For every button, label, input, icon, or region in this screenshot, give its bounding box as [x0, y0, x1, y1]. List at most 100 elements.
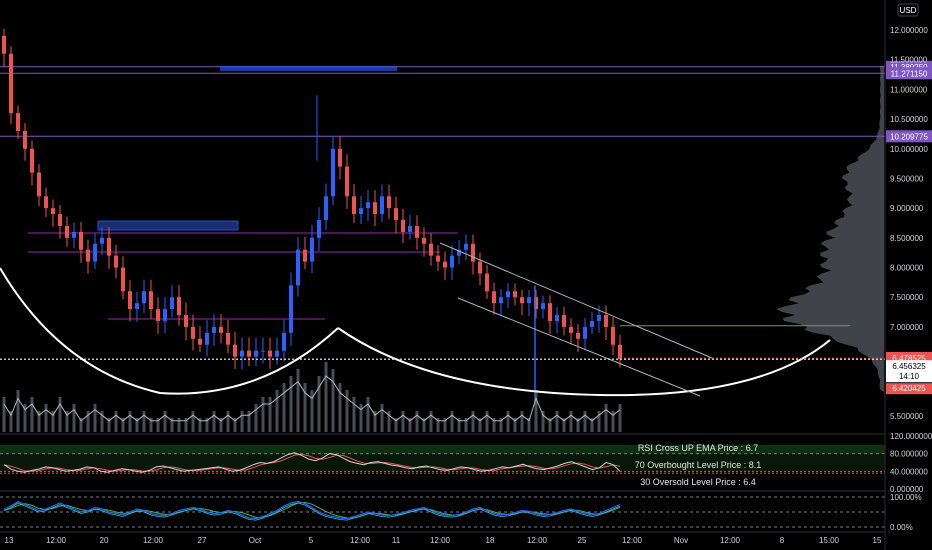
- candle-body[interactable]: [492, 291, 496, 304]
- candle-body[interactable]: [499, 297, 503, 304]
- candle-body[interactable]: [310, 237, 314, 262]
- stochastic-pane[interactable]: [0, 490, 885, 528]
- candle-body[interactable]: [464, 243, 468, 250]
- candle-body[interactable]: [569, 326, 573, 333]
- candle-body[interactable]: [527, 297, 531, 304]
- candle-body[interactable]: [114, 255, 118, 268]
- candle-body[interactable]: [23, 130, 27, 149]
- candle-body[interactable]: [65, 225, 69, 238]
- candle-body[interactable]: [583, 326, 587, 339]
- rsi-pane[interactable]: [0, 433, 885, 474]
- candle-body[interactable]: [485, 273, 489, 292]
- candle-body[interactable]: [345, 166, 349, 197]
- candle-body[interactable]: [422, 237, 426, 244]
- candle-body[interactable]: [275, 350, 279, 357]
- candle-body[interactable]: [16, 113, 20, 131]
- candle-body[interactable]: [254, 350, 258, 357]
- candle-body[interactable]: [198, 338, 202, 345]
- candle-body[interactable]: [317, 220, 321, 238]
- zone-box[interactable]: [220, 66, 397, 71]
- candle-body[interactable]: [135, 303, 139, 310]
- candle-body[interactable]: [303, 249, 307, 262]
- candle-body[interactable]: [86, 249, 90, 262]
- candle-body[interactable]: [352, 196, 356, 215]
- candle-body[interactable]: [163, 309, 167, 321]
- candle-body[interactable]: [478, 261, 482, 274]
- candle-body[interactable]: [520, 297, 524, 304]
- candle-body[interactable]: [604, 315, 608, 327]
- candle-body[interactable]: [184, 315, 188, 327]
- candle-body[interactable]: [30, 148, 34, 173]
- bid-badge[interactable]: [886, 351, 932, 363]
- price-axis[interactable]: 11.38025011.27115010.20977512.00000011.5…: [884, 0, 932, 550]
- candle-body[interactable]: [37, 172, 41, 197]
- zone-box[interactable]: [97, 220, 239, 231]
- candle-body[interactable]: [436, 255, 440, 262]
- candle-body[interactable]: [79, 231, 83, 250]
- candle-body[interactable]: [359, 208, 363, 215]
- candle-body[interactable]: [128, 291, 132, 310]
- candle-body[interactable]: [597, 315, 601, 321]
- candle-body[interactable]: [233, 344, 237, 357]
- candle-body[interactable]: [121, 267, 125, 292]
- candle-body[interactable]: [296, 249, 300, 286]
- candle-body[interactable]: [401, 220, 405, 232]
- candle-body[interactable]: [240, 350, 244, 357]
- price-level-badge[interactable]: [886, 130, 932, 143]
- candle-body[interactable]: [443, 261, 447, 268]
- candle-body[interactable]: [170, 297, 174, 310]
- candle-body[interactable]: [282, 332, 286, 351]
- candle-body[interactable]: [562, 315, 566, 327]
- candle-body[interactable]: [548, 303, 552, 321]
- candle-body[interactable]: [100, 237, 104, 244]
- candle-body[interactable]: [394, 208, 398, 221]
- candle-body[interactable]: [149, 291, 153, 310]
- candle-body[interactable]: [429, 243, 433, 256]
- candle-body[interactable]: [205, 332, 209, 345]
- candle-body[interactable]: [107, 237, 111, 256]
- candle-body[interactable]: [380, 196, 384, 215]
- candle-body[interactable]: [261, 350, 265, 352]
- candle-body[interactable]: [156, 309, 160, 321]
- price-level-badge[interactable]: [886, 67, 932, 80]
- channel-line-lower[interactable]: [457, 297, 701, 397]
- candle-body[interactable]: [212, 326, 216, 333]
- last-price-badge[interactable]: [886, 360, 932, 383]
- candle-body[interactable]: [191, 326, 195, 339]
- candle-body[interactable]: [611, 326, 615, 345]
- candle-body[interactable]: [373, 202, 377, 215]
- candle-body[interactable]: [457, 249, 461, 256]
- ask-badge[interactable]: [886, 383, 932, 395]
- candle-body[interactable]: [415, 225, 419, 238]
- candle-body[interactable]: [576, 332, 580, 339]
- candle-body[interactable]: [72, 231, 76, 238]
- candle-body[interactable]: [324, 196, 328, 221]
- candle-body[interactable]: [408, 225, 412, 232]
- candle-body[interactable]: [44, 196, 48, 209]
- currency-badge[interactable]: USD: [897, 3, 919, 17]
- candle-body[interactable]: [177, 297, 181, 316]
- candle-body[interactable]: [555, 315, 559, 321]
- candle-body[interactable]: [268, 350, 272, 357]
- price-pane[interactable]: [0, 28, 885, 432]
- candle-body[interactable]: [226, 332, 230, 345]
- candle-body[interactable]: [618, 344, 622, 359]
- candle-body[interactable]: [2, 35, 6, 54]
- candle-body[interactable]: [366, 202, 370, 209]
- price-level-badge[interactable]: [886, 60, 932, 73]
- candle-body[interactable]: [289, 285, 293, 333]
- candle-body[interactable]: [590, 320, 594, 327]
- candle-body[interactable]: [219, 326, 223, 333]
- cup-arc-right[interactable]: [337, 327, 831, 397]
- candle-body[interactable]: [51, 208, 55, 215]
- candle-body[interactable]: [387, 196, 391, 209]
- candle-body[interactable]: [541, 303, 545, 310]
- candle-body[interactable]: [9, 53, 13, 114]
- cup-arc-left[interactable]: [0, 267, 339, 395]
- candle-body[interactable]: [58, 214, 62, 226]
- time-axis[interactable]: 13 12:00 20 12:00 27 Oct 5 12:00 11 12:00 18 12:00 2…: [0, 531, 885, 545]
- candle-body[interactable]: [513, 291, 517, 298]
- candle-body[interactable]: [331, 148, 335, 197]
- channel-line-upper[interactable]: [439, 242, 713, 359]
